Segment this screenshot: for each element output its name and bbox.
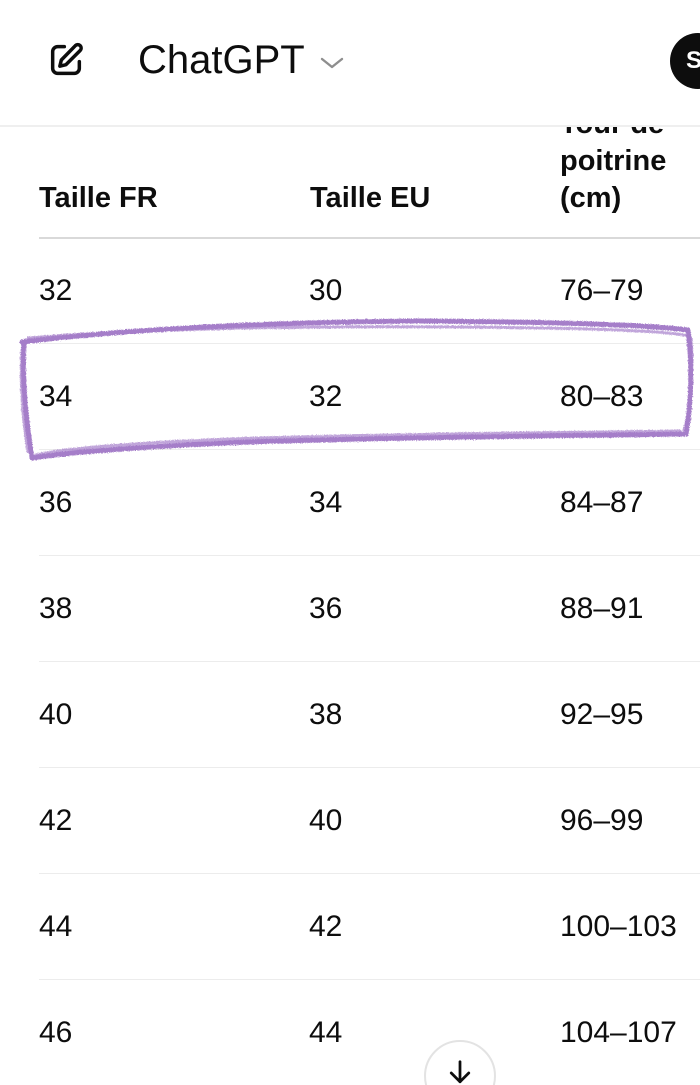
column-header-taille-eu: Taille EU xyxy=(310,182,431,214)
table-row: 36 34 84–87 xyxy=(39,450,700,556)
cell-tour-de-poitrine: 80–83 xyxy=(560,379,644,413)
table-row: 44 42 100–103 xyxy=(39,874,700,980)
cell-tour-de-poitrine: 100–103 xyxy=(560,909,677,943)
table-row: 42 40 96–99 xyxy=(39,768,700,874)
table-row: 32 30 76–79 xyxy=(39,238,700,344)
avatar-initial: S xyxy=(686,47,700,74)
cell-tour-de-poitrine: 88–91 xyxy=(560,591,644,625)
new-chat-button[interactable] xyxy=(40,34,92,86)
cell-taille-eu: 34 xyxy=(309,485,343,519)
column-header-taille-fr: Taille FR xyxy=(39,182,158,214)
cell-taille-eu: 38 xyxy=(309,697,343,731)
cell-tour-de-poitrine: 76–79 xyxy=(560,273,644,307)
table-row-highlighted: 34 32 80–83 xyxy=(39,344,700,450)
table-row: 38 36 88–91 xyxy=(39,556,700,662)
cell-taille-fr: 34 xyxy=(39,379,73,413)
cell-taille-eu: 40 xyxy=(309,803,343,837)
cell-taille-fr: 42 xyxy=(39,803,73,837)
column-header-line: poitrine xyxy=(560,145,667,177)
cell-tour-de-poitrine: 92–95 xyxy=(560,697,644,731)
column-header-line: (cm) xyxy=(560,182,622,214)
app-title: ChatGPT xyxy=(138,37,305,82)
chevron-down-icon xyxy=(319,55,345,71)
top-bar: ChatGPT S xyxy=(0,0,700,127)
cell-taille-fr: 36 xyxy=(39,485,73,519)
cell-taille-eu: 42 xyxy=(309,909,343,943)
cell-taille-fr: 46 xyxy=(39,1015,73,1049)
pencil-square-icon xyxy=(50,42,83,76)
cell-taille-fr: 44 xyxy=(39,909,73,943)
table-row: 40 38 92–95 xyxy=(39,662,700,768)
cell-taille-fr: 38 xyxy=(39,591,73,625)
table-header-row: Taille FR Taille EU Tour de poitrine (cm… xyxy=(39,100,700,239)
cell-tour-de-poitrine: 104–107 xyxy=(560,1015,677,1049)
cell-tour-de-poitrine: 84–87 xyxy=(560,485,644,519)
table-row: 46 44 104–107 xyxy=(39,980,700,1085)
cell-taille-eu: 36 xyxy=(309,591,343,625)
cell-taille-eu: 30 xyxy=(309,273,343,307)
cell-taille-fr: 32 xyxy=(39,273,73,307)
cell-tour-de-poitrine: 96–99 xyxy=(560,803,644,837)
arrow-down-icon xyxy=(449,1060,471,1084)
cell-taille-eu: 44 xyxy=(309,1015,343,1049)
cell-taille-fr: 40 xyxy=(39,697,73,731)
cell-taille-eu: 32 xyxy=(309,379,343,413)
model-selector-button[interactable]: ChatGPT xyxy=(138,34,345,86)
user-avatar[interactable]: S xyxy=(670,33,700,89)
